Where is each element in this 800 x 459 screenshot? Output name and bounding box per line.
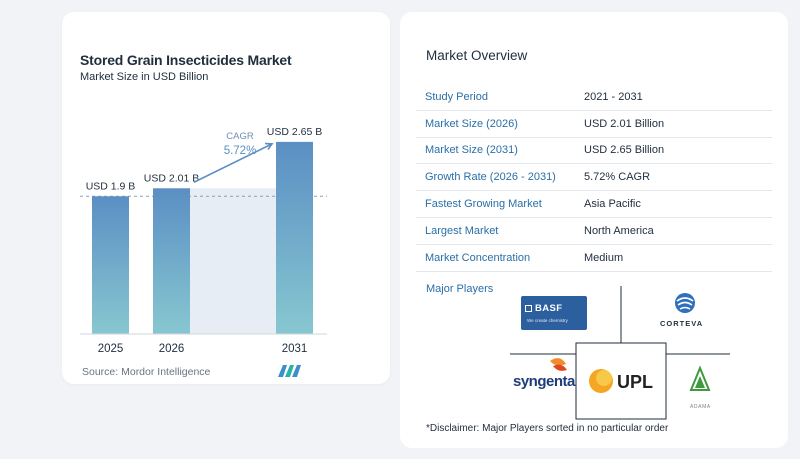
overview-title: Market Overview bbox=[426, 48, 528, 63]
players-grid bbox=[510, 286, 730, 420]
cagr-label: CAGR bbox=[226, 131, 254, 142]
adama-logo: ADAMA bbox=[690, 404, 711, 410]
row-value: 2021 - 2031 bbox=[584, 90, 643, 103]
cagr-arrow-head-icon bbox=[264, 142, 274, 151]
major-players-label: Major Players bbox=[426, 283, 494, 295]
bar-chart: USD 1.9 B 2025 USD 2.01 B 2026 USD 2.65 B 203… bbox=[80, 126, 327, 355]
category-label-2031: 2031 bbox=[282, 343, 308, 355]
row-value: Medium bbox=[584, 251, 624, 264]
corteva-logo-icon bbox=[675, 293, 695, 313]
row-key: Fastest Growing Market bbox=[425, 198, 542, 211]
corteva-logo: CORTEVA bbox=[660, 319, 704, 328]
row-key: Market Concentration bbox=[425, 251, 531, 264]
syngenta-logo: syngenta bbox=[513, 373, 575, 390]
category-label-2025: 2025 bbox=[98, 343, 124, 355]
row-value: 5.72% CAGR bbox=[584, 171, 651, 184]
bar-2025 bbox=[92, 196, 129, 334]
overview-row: Growth Rate (2026 - 2031) 5.72% CAGR bbox=[416, 164, 772, 192]
row-key: Largest Market bbox=[425, 224, 499, 237]
growth-shade bbox=[190, 188, 276, 334]
row-value: Asia Pacific bbox=[584, 198, 641, 211]
basf-square-icon bbox=[525, 305, 532, 312]
overview-row: Fastest Growing Market Asia Pacific bbox=[416, 191, 772, 218]
overview-row: Market Size (2026) USD 2.01 Billion bbox=[416, 111, 772, 138]
cagr-arrow bbox=[193, 143, 273, 183]
disclaimer: *Disclaimer: Major Players sorted in no … bbox=[426, 423, 669, 434]
row-key: Growth Rate (2026 - 2031) bbox=[425, 171, 556, 184]
bar-2026 bbox=[153, 188, 190, 334]
overview-row: Study Period 2021 - 2031 bbox=[416, 84, 772, 111]
upl-logo: UPL bbox=[617, 372, 653, 392]
row-value: USD 2.01 Billion bbox=[584, 117, 665, 130]
value-label-2025: USD 1.9 B bbox=[86, 180, 136, 192]
syngenta-logo-icon bbox=[550, 358, 567, 371]
bar-2031 bbox=[276, 141, 313, 334]
chart-card: USD 1.9 B 2025 USD 2.01 B 2026 USD 2.65 B 203… bbox=[62, 12, 390, 384]
cagr-value: 5.72% bbox=[224, 145, 257, 157]
overview-row: Market Concentration Medium bbox=[416, 245, 772, 272]
mordor-intelligence-logo-icon bbox=[278, 365, 301, 377]
adama-logo-icon bbox=[689, 365, 711, 391]
market-overview-card: Market Overview Study Period 2021 - 2031… bbox=[400, 12, 788, 448]
value-label-2026: USD 2.01 B bbox=[144, 172, 199, 184]
basf-logo: BASF We create chemistry bbox=[521, 296, 587, 330]
overview-row: Market Size (2031) USD 2.65 Billion bbox=[416, 138, 772, 165]
basf-tagline: We create chemistry bbox=[527, 318, 568, 323]
row-value: USD 2.65 Billion bbox=[584, 144, 665, 157]
row-key: Market Size (2026) bbox=[425, 117, 518, 130]
row-key: Market Size (2031) bbox=[425, 144, 518, 157]
basf-name: BASF bbox=[535, 303, 563, 314]
overview-table: Study Period 2021 - 2031 Market Size (20… bbox=[416, 84, 772, 272]
row-key: Study Period bbox=[425, 90, 488, 103]
source-note: Source: Mordor Intelligence bbox=[82, 366, 211, 378]
value-label-2031: USD 2.65 B bbox=[267, 126, 322, 138]
category-label-2026: 2026 bbox=[159, 343, 185, 355]
upl-logo-icon bbox=[589, 369, 613, 393]
chart-title: Stored Grain Insecticides Market bbox=[80, 52, 292, 68]
chart-subtitle: Market Size in USD Billion bbox=[80, 71, 209, 83]
overview-row: Largest Market North America bbox=[416, 218, 772, 245]
row-value: North America bbox=[584, 224, 654, 237]
